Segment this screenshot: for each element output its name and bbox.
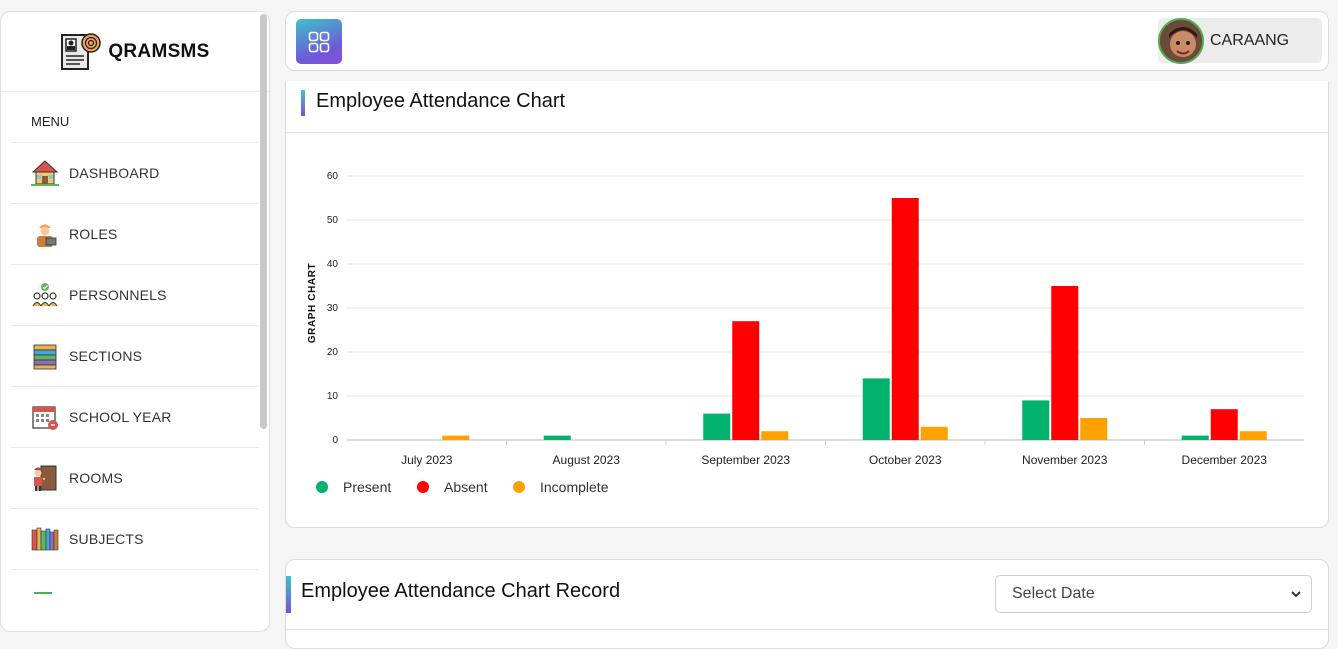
x-tick-label: July 2023 [401, 453, 453, 467]
x-tick-label: November 2023 [1022, 453, 1108, 467]
brand-name: QRAMSMS [108, 40, 210, 62]
sidebar-item-label: SECTIONS [69, 348, 143, 364]
sidebar-item-roles[interactable]: ROLES [11, 204, 259, 265]
y-tick-label: 10 [327, 391, 339, 402]
record-card-title: Employee Attendance Chart Record [301, 580, 621, 602]
bar-present [862, 378, 890, 440]
door-icon [31, 464, 59, 492]
bar-present [703, 413, 731, 440]
grid-icon [308, 31, 330, 52]
calendar-icon [31, 403, 59, 431]
sidebar-item-dashboard[interactable]: DASHBOARD [11, 143, 259, 204]
worker-icon [31, 220, 59, 248]
bar-present [543, 435, 571, 440]
bar-absent [732, 321, 760, 440]
group-icon [31, 281, 59, 309]
record-card-header: Employee Attendance Chart Record Select … [286, 560, 1328, 630]
bar-present [1022, 400, 1050, 440]
chevron-down-icon [1291, 591, 1301, 598]
sidebar-item-sections[interactable]: SECTIONS [11, 326, 259, 387]
sidebar-item-label: ROOMS [69, 470, 123, 486]
qr-document-icon [61, 32, 102, 70]
user-menu-button[interactable]: CARAANG [1158, 17, 1322, 64]
bar-present [1181, 435, 1209, 440]
y-tick-label: 0 [332, 435, 338, 446]
apps-grid-button[interactable] [296, 19, 342, 64]
bar-incomplete [920, 426, 948, 440]
sidebar-scrollbar[interactable] [260, 14, 267, 429]
x-tick-label: December 2023 [1182, 453, 1268, 467]
bar-absent [1210, 409, 1238, 440]
y-tick-label: 60 [327, 171, 339, 182]
attendance-chart-card: Employee Attendance Chart 0 10 20 30 40 50 60 … [285, 81, 1329, 528]
y-axis-title: GRAPH CHART [307, 263, 318, 344]
sidebar-item-partial [34, 592, 52, 594]
bar-incomplete [1239, 431, 1267, 440]
sidebar-item-rooms[interactable]: ROOMS [11, 448, 259, 509]
sidebar-item-label: DASHBOARD [69, 165, 160, 181]
bar-incomplete [761, 431, 789, 440]
chart-card-header: Employee Attendance Chart [286, 81, 1328, 133]
sidebar-item-personnels[interactable]: PERSONNELS [11, 265, 259, 326]
sidebar-item-label: PERSONNELS [69, 287, 167, 303]
y-tick-label: 20 [327, 347, 339, 358]
legend-label: Absent [444, 479, 488, 495]
x-tick-label: October 2023 [869, 453, 942, 467]
bar-incomplete [1080, 418, 1108, 440]
topbar: CARAANG [285, 11, 1329, 71]
legend-marker [417, 481, 429, 493]
sidebar-item-subjects[interactable]: SUBJECTS [11, 509, 259, 570]
accent-bar [301, 90, 305, 116]
menu-label: MENU [11, 92, 259, 143]
date-select-value: Select Date [1012, 585, 1095, 602]
sidebar-item-label: ROLES [69, 226, 118, 242]
legend-label: Present [343, 479, 391, 495]
y-tick-label: 50 [327, 215, 339, 226]
sidebar-item-label: SUBJECTS [69, 531, 144, 547]
accent-bar [286, 576, 291, 613]
bookshelf-icon [31, 525, 59, 553]
brand[interactable]: QRAMSMS [1, 12, 269, 92]
avatar [1158, 17, 1204, 64]
sidebar-item-label: SCHOOL YEAR [69, 409, 172, 425]
attendance-bar-chart: 0 10 20 30 40 50 60 July 2023 August 2023 Septem… [307, 171, 1304, 495]
bar-absent [891, 198, 919, 440]
legend-label: Incomplete [540, 479, 609, 495]
y-tick-label: 30 [327, 303, 339, 314]
sidebar-item-school-year[interactable]: SCHOOL YEAR [11, 387, 259, 448]
x-tick-label: September 2023 [701, 453, 790, 467]
attendance-record-card: Employee Attendance Chart Record Select … [285, 559, 1329, 649]
legend-marker [316, 481, 328, 493]
legend-marker [513, 481, 525, 493]
user-name: CARAANG [1210, 31, 1290, 49]
x-tick-label: August 2023 [553, 453, 621, 467]
house-icon [31, 159, 59, 187]
bar-incomplete [442, 435, 470, 440]
chart-card-title: Employee Attendance Chart [316, 90, 566, 112]
date-select[interactable]: Select Date [995, 575, 1312, 613]
y-tick-label: 40 [327, 259, 339, 270]
bar-absent [1051, 286, 1079, 440]
books-stack-icon [31, 342, 59, 370]
sidebar: QRAMSMS MENU DASHBOARD ROLES PERSONNELS … [0, 11, 270, 632]
